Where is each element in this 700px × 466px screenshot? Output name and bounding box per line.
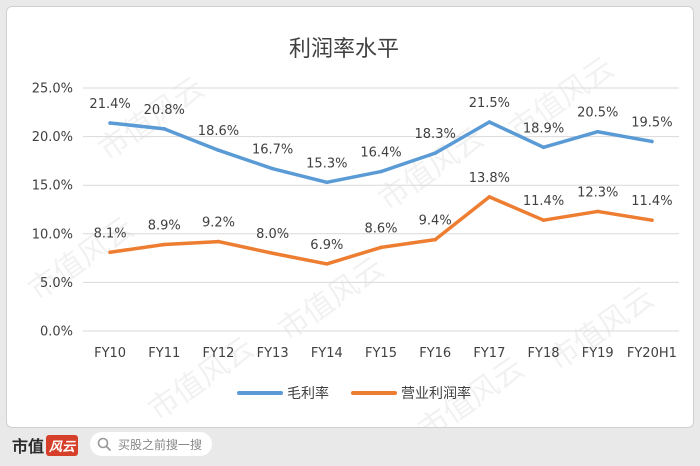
data-label: 8.9% [148, 218, 181, 233]
x-tick-label: FY14 [311, 346, 343, 361]
data-point [650, 139, 654, 144]
data-point [216, 239, 221, 244]
data-label: 18.6% [198, 124, 239, 139]
data-label: 9.4% [419, 214, 452, 229]
chart-title: 利润率水平 [289, 37, 399, 62]
watermark-text: 市值风云 [22, 210, 140, 307]
data-label: 20.5% [577, 106, 618, 121]
data-point [379, 245, 383, 250]
x-tick-label: FY12 [202, 346, 234, 361]
data-label: 13.8% [469, 171, 510, 186]
search-icon [97, 437, 111, 451]
legend-label: 毛利率 [287, 385, 329, 402]
data-point [162, 127, 167, 131]
search-box[interactable]: 买股之前搜一搜 [90, 432, 213, 456]
data-point [270, 251, 275, 256]
data-point [650, 218, 654, 222]
x-tick-label: FY10 [94, 346, 126, 361]
x-tick-label: FY16 [419, 346, 451, 361]
brand-logo: 市值 风云 [12, 432, 79, 458]
y-tick-label: 20.0% [32, 130, 73, 145]
data-label: 12.3% [577, 185, 618, 200]
data-label: 8.0% [256, 227, 289, 242]
watermark-text: 市值风云 [272, 250, 390, 347]
x-tick-label: FY18 [528, 346, 560, 361]
data-label: 16.4% [360, 146, 401, 161]
legend: 毛利率 营业利润率 [237, 385, 471, 402]
data-point [541, 218, 546, 222]
x-tick-label: FY17 [473, 346, 505, 361]
data-point [216, 148, 221, 153]
data-labels: 21.4% 20.8% 18.6% 16.7% 15.3% 16.4% 18.3% 21.5%… [89, 96, 672, 253]
data-point [379, 169, 383, 174]
watermark-text: 市值风云 [542, 280, 660, 377]
data-point [433, 151, 437, 155]
footer-bar: 市值 风云 买股之前搜一搜 [0, 428, 700, 466]
y-tick-label: 0.0% [40, 325, 73, 340]
watermark-text: 市值风云 [142, 330, 260, 427]
legend-label: 营业利润率 [401, 385, 471, 402]
data-point [487, 120, 492, 124]
data-point [108, 121, 112, 125]
data-point [270, 166, 275, 171]
data-label: 20.8% [144, 103, 185, 118]
search-placeholder: 买股之前搜一搜 [118, 437, 203, 452]
data-label: 11.4% [631, 194, 672, 209]
y-tick-label: 25.0% [32, 82, 73, 97]
data-point [325, 262, 329, 266]
data-point [162, 242, 167, 247]
data-label: 8.1% [94, 226, 127, 241]
watermark-text: 市值风云 [92, 70, 210, 167]
y-tick-label: 10.0% [32, 227, 73, 242]
gridlines [83, 87, 679, 332]
data-label: 9.2% [202, 216, 235, 231]
data-label: 21.4% [89, 97, 130, 112]
data-point [108, 250, 112, 255]
data-point [433, 237, 437, 242]
x-tick-label: FY19 [582, 346, 614, 361]
series-layer [108, 120, 654, 266]
data-point [541, 145, 546, 150]
chart-card: 市值风云 市值风云 市值风云 市值风云 市值风云 市值风云 市值风云 市值风云 利润率水平 0… [6, 6, 694, 428]
data-label: 15.3% [306, 156, 347, 171]
y-axis-ticks: 0.0% 5.0% 10.0% 15.0% 20.0% 25.0% [32, 82, 73, 340]
brand-name: 市值 [12, 437, 45, 456]
x-axis-ticks: FY10 FY11 FY12 FY13 FY14 FY15 FY16 FY17 FY18 FY19… [94, 346, 677, 361]
data-label: 8.6% [364, 221, 397, 236]
data-point [487, 195, 492, 199]
data-label: 21.5% [469, 96, 510, 111]
data-label: 11.4% [523, 194, 564, 209]
x-tick-label: FY11 [148, 346, 180, 361]
data-point [595, 129, 600, 134]
data-label: 18.3% [415, 127, 456, 142]
x-tick-label: FY20H1 [627, 346, 677, 361]
x-tick-label: FY15 [365, 346, 397, 361]
data-label: 18.9% [523, 121, 564, 136]
data-point [325, 180, 329, 185]
data-point [595, 209, 600, 214]
brand-mark: 风云 [46, 434, 79, 456]
data-label: 16.7% [252, 143, 293, 158]
x-tick-label: FY13 [257, 346, 289, 361]
data-label: 6.9% [310, 238, 343, 253]
data-label: 19.5% [631, 115, 672, 130]
y-tick-label: 5.0% [40, 276, 73, 291]
y-tick-label: 15.0% [32, 179, 73, 194]
